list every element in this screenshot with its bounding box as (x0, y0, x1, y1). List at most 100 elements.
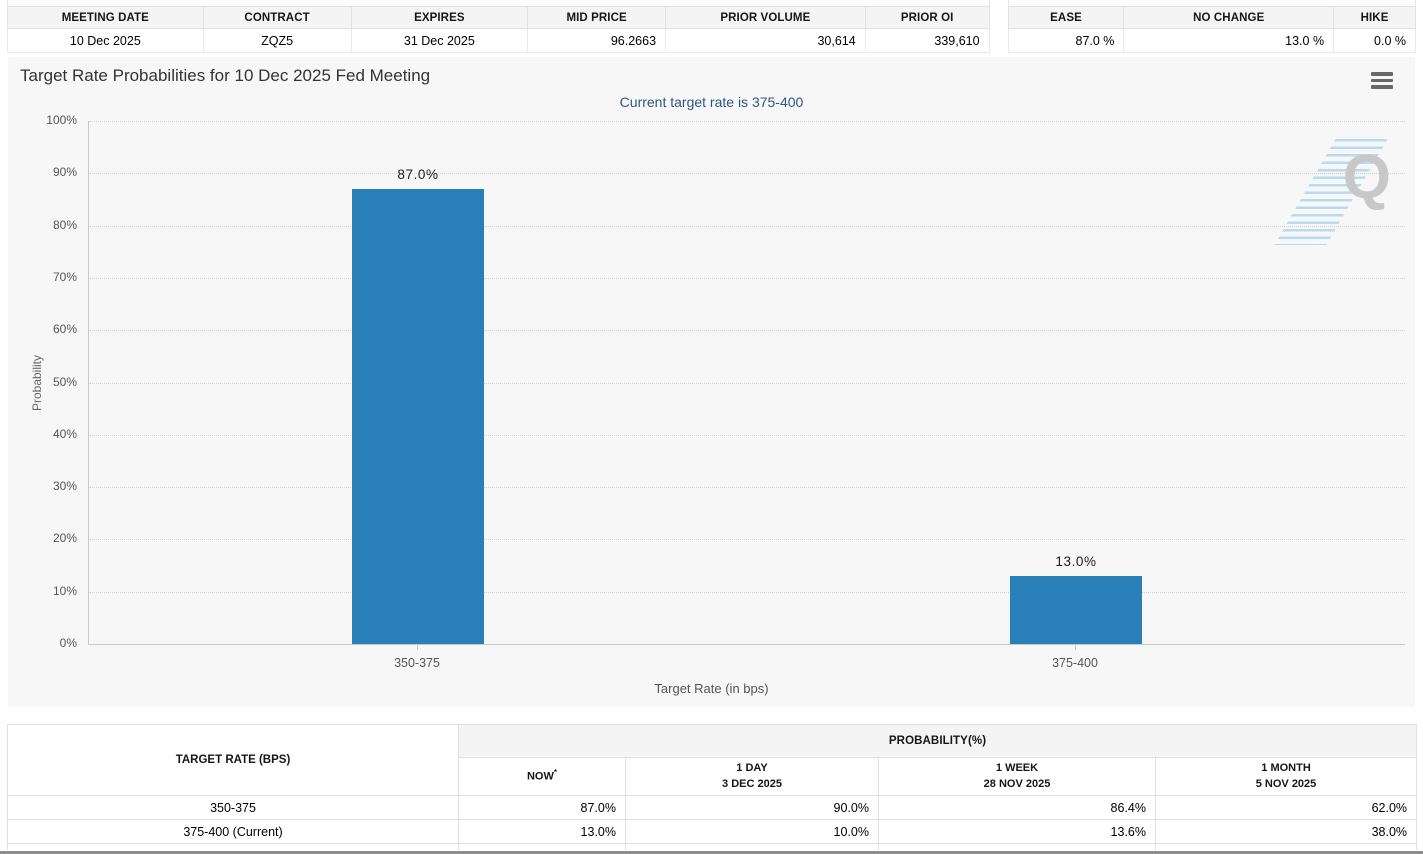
col-header-expires: EXPIRES (350, 6, 529, 29)
col-header-meeting-date: MEETING DATE (7, 6, 204, 29)
period-label: 1 WEEK (995, 762, 1039, 775)
clipped-table-row (7, 843, 1418, 850)
chart-menu-icon[interactable] (1371, 72, 1393, 92)
month-probability-cell: 62.0% (1154, 795, 1418, 820)
gridline (89, 434, 1405, 436)
period-label: 1 MONTH (1261, 762, 1311, 775)
clipped-bottom-bar (0, 850, 1423, 854)
y-axis-tick-label: 90% (52, 165, 77, 180)
bar-value-label: 87.0% (397, 167, 439, 182)
meeting-date-value: 10 Dec 2025 (7, 28, 204, 53)
y-axis-tick-label: 40% (52, 426, 77, 441)
col-header-mid-price: MID PRICE (527, 6, 667, 29)
week-probability-cell: 13.6% (878, 819, 1156, 844)
move-probability-table: EASE NO CHANGE HIKE 87.0 % 13.0 % 0.0 % (1007, 6, 1416, 53)
col-header-no-change: NO CHANGE (1123, 6, 1335, 29)
col-header-1-week: 1 WEEK 28 NOV 2025 (878, 757, 1156, 796)
mid-price-value: 96.2663 (527, 28, 667, 53)
clipped-row-above (7, 0, 990, 6)
gridline (89, 225, 1405, 227)
target-rate-cell: 375-400 (Current) (7, 819, 459, 844)
period-date: 28 NOV 2025 (983, 777, 1051, 790)
gridline (89, 277, 1405, 279)
gridline (89, 591, 1405, 593)
prior-volume-value: 30,614 (665, 28, 866, 53)
x-axis-category-label: 375-400 (1052, 656, 1098, 670)
col-header-prior-oi: PRIOR OI (864, 6, 990, 29)
now-asterisk: * (553, 768, 557, 778)
gridline (89, 539, 1405, 541)
gridline (89, 382, 1405, 384)
hamburger-bar (1371, 78, 1393, 82)
x-axis-title: Target Rate (in bps) (654, 681, 769, 696)
watermark-q-logo-icon: Q (1342, 143, 1391, 212)
col-header-hike: HIKE (1333, 6, 1416, 29)
top-summary-strip: MEETING DATE CONTRACT EXPIRES MID PRICE … (0, 0, 1423, 53)
y-axis-tick-label: 30% (52, 479, 77, 494)
gridline (89, 487, 1405, 489)
clipped-cell (625, 843, 879, 850)
day-probability-cell: 10.0% (625, 819, 879, 844)
prior-oi-value: 339,610 (864, 28, 990, 53)
x-axis-labels: 350-375 375-400 (88, 645, 1405, 685)
clipped-cell (878, 843, 1156, 850)
quikstrike-watermark: Q (1274, 135, 1399, 251)
move-probability-row: 87.0 % 13.0 % 0.0 % (1007, 28, 1416, 53)
y-axis-tick-label: 50% (52, 374, 77, 389)
no-change-value: 13.0 % (1123, 28, 1335, 53)
hamburger-bar (1371, 85, 1393, 89)
hamburger-bar (1371, 72, 1393, 76)
col-header-1-month: 1 MONTH 5 NOV 2025 (1154, 757, 1418, 796)
y-axis-tick-label: 10% (52, 583, 77, 598)
period-date: 3 DEC 2025 (722, 777, 782, 790)
y-axis-tick-label: 0% (59, 636, 77, 650)
contract-summary-table: MEETING DATE CONTRACT EXPIRES MID PRICE … (7, 6, 990, 53)
y-axis-tick-label: 60% (52, 322, 77, 337)
col-header-contract: CONTRACT (202, 6, 352, 29)
contract-summary-row: 10 Dec 2025 ZQZ5 31 Dec 2025 96.2663 30,… (7, 28, 990, 53)
gridline (89, 173, 1405, 175)
contract-value: ZQZ5 (202, 28, 352, 53)
chart-title: Target Rate Probabilities for 10 Dec 202… (20, 66, 431, 85)
period-date: 5 NOV 2025 (1255, 777, 1317, 790)
col-header-ease: EASE (1007, 6, 1125, 29)
gridline (89, 330, 1405, 332)
x-axis-tick (417, 645, 418, 650)
table-row: 375-400 (Current) 13.0% 10.0% 13.6% 38.0… (7, 819, 1418, 844)
chart-subtitle: Current target rate is 375-400 (619, 94, 804, 110)
bar-350-375[interactable] (352, 189, 484, 644)
move-probability-table-wrap: EASE NO CHANGE HIKE 87.0 % 13.0 % 0.0 % (1007, 0, 1416, 53)
table-row: 350-375 87.0% 90.0% 86.4% 62.0% (7, 795, 1418, 820)
col-header-target-rate-bps: TARGET RATE (BPS) (7, 724, 459, 796)
col-header-now: NOW* (458, 757, 626, 796)
y-axis-tick-label: 80% (52, 217, 77, 232)
target-rate-cell: 350-375 (7, 795, 459, 820)
x-axis-category-label: 350-375 (394, 656, 440, 670)
clipped-row-above (1007, 0, 1416, 6)
gridline (89, 121, 1405, 122)
bar-value-label: 13.0% (1055, 554, 1097, 570)
clipped-cell (458, 843, 626, 850)
day-probability-cell: 90.0% (625, 795, 879, 820)
y-axis-tick-label: 70% (52, 269, 77, 284)
expires-value: 31 Dec 2025 (350, 28, 529, 53)
probability-chart-panel: Target Rate Probabilities for 10 Dec 202… (8, 57, 1415, 707)
probability-history-table: TARGET RATE (BPS) PROBABILITY(%) NOW* 1 … (7, 724, 1418, 850)
col-group-header-probability: PROBABILITY(%) (457, 724, 1418, 758)
y-axis-tick-label: 100% (46, 113, 77, 127)
y-axis-labels: 0% 10% 20% 30% 40% 50% 60% 70% 80% 90% 100% (8, 113, 82, 650)
hike-value: 0.0 % (1333, 28, 1416, 53)
col-header-prior-volume: PRIOR VOLUME (665, 6, 866, 29)
now-label: NOW (526, 771, 554, 784)
now-probability-cell: 87.0% (458, 795, 626, 820)
clipped-cell (7, 843, 459, 850)
period-label: 1 DAY (736, 762, 768, 775)
plot-area: 87.0% 13.0% (88, 121, 1405, 645)
contract-summary-table-wrap: MEETING DATE CONTRACT EXPIRES MID PRICE … (7, 0, 990, 53)
now-probability-cell: 13.0% (458, 819, 626, 844)
x-axis-tick (1075, 645, 1076, 650)
y-axis-tick-label: 20% (52, 531, 77, 546)
clipped-cell (1154, 843, 1418, 850)
col-header-1-day: 1 DAY 3 DEC 2025 (625, 757, 879, 796)
bar-375-400[interactable] (1010, 576, 1142, 644)
